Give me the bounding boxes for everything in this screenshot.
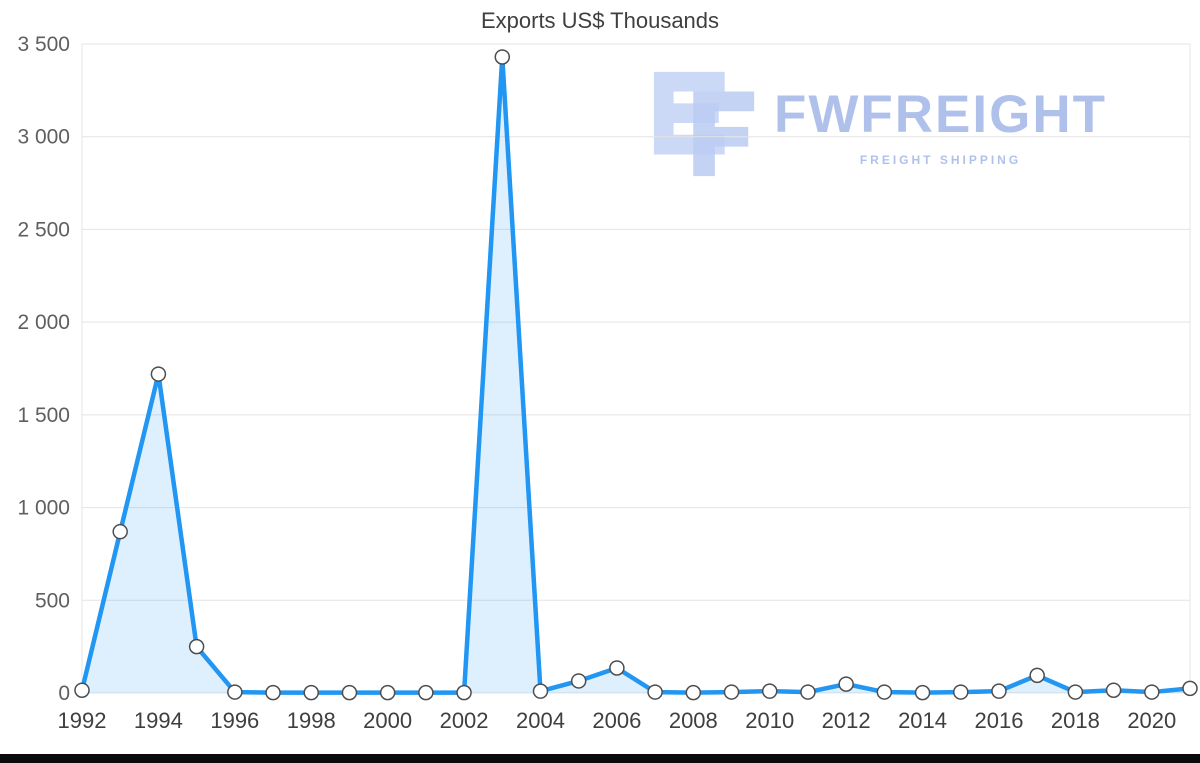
data-point[interactable] <box>494 49 511 65</box>
data-point[interactable] <box>1105 682 1122 698</box>
y-tick-label: 2 500 <box>17 218 70 241</box>
data-point[interactable] <box>74 682 90 698</box>
y-tick-label: 2 000 <box>17 311 70 334</box>
x-tick-label: 2018 <box>1051 708 1100 733</box>
chart-title: Exports US$ Thousands <box>480 8 720 33</box>
data-point[interactable] <box>800 684 816 700</box>
data-point[interactable] <box>341 684 358 701</box>
data-point[interactable] <box>1067 684 1084 700</box>
x-tick-label: 1992 <box>58 708 107 733</box>
data-point[interactable] <box>570 673 587 689</box>
data-point[interactable] <box>112 523 128 540</box>
data-point[interactable] <box>876 684 893 700</box>
x-tick-label: 2006 <box>592 708 641 733</box>
series-line <box>79 54 1193 695</box>
x-tick-label: 2020 <box>1127 708 1176 733</box>
data-point[interactable] <box>418 684 434 701</box>
x-tick-label: 2012 <box>822 708 871 733</box>
x-tick-label: 2014 <box>898 708 947 733</box>
y-tick-label: 1 000 <box>17 497 70 520</box>
y-tick-label: 3 500 <box>17 33 70 56</box>
x-tick-label: 1998 <box>287 708 336 733</box>
data-point[interactable] <box>532 683 549 699</box>
data-point[interactable] <box>456 684 472 701</box>
x-tick-label: 2010 <box>745 708 794 733</box>
data-point[interactable] <box>953 684 969 700</box>
x-tick-label: 2004 <box>516 708 565 733</box>
y-tick-label: 3 000 <box>17 126 70 149</box>
data-point[interactable] <box>1144 684 1160 700</box>
data-point[interactable] <box>838 676 854 692</box>
data-point[interactable] <box>1029 667 1045 684</box>
data-point[interactable] <box>609 660 625 676</box>
y-tick-label: 1 500 <box>17 404 70 427</box>
data-point[interactable] <box>647 684 663 700</box>
data-point[interactable] <box>1182 680 1198 697</box>
data-point[interactable] <box>150 366 167 382</box>
data-point[interactable] <box>685 684 702 701</box>
data-point[interactable] <box>761 683 778 699</box>
x-tick-label: 2002 <box>440 708 489 733</box>
data-point[interactable] <box>227 684 243 700</box>
x-tick-label: 1996 <box>210 708 259 733</box>
x-tick-label: 2000 <box>363 708 412 733</box>
series-area <box>82 56 1190 694</box>
data-point[interactable] <box>991 683 1007 699</box>
x-tick-label: 2008 <box>669 708 718 733</box>
data-point[interactable] <box>379 684 396 701</box>
data-point[interactable] <box>723 684 740 700</box>
data-point[interactable] <box>914 684 931 701</box>
x-tick-label: 1994 <box>134 708 183 733</box>
data-point[interactable] <box>303 684 319 701</box>
data-point[interactable] <box>188 638 205 655</box>
bottom-bar <box>0 754 1200 763</box>
y-tick-label: 0 <box>58 682 70 705</box>
y-tick-label: 500 <box>35 589 70 612</box>
x-tick-label: 2016 <box>974 708 1023 733</box>
data-point[interactable] <box>265 684 281 701</box>
